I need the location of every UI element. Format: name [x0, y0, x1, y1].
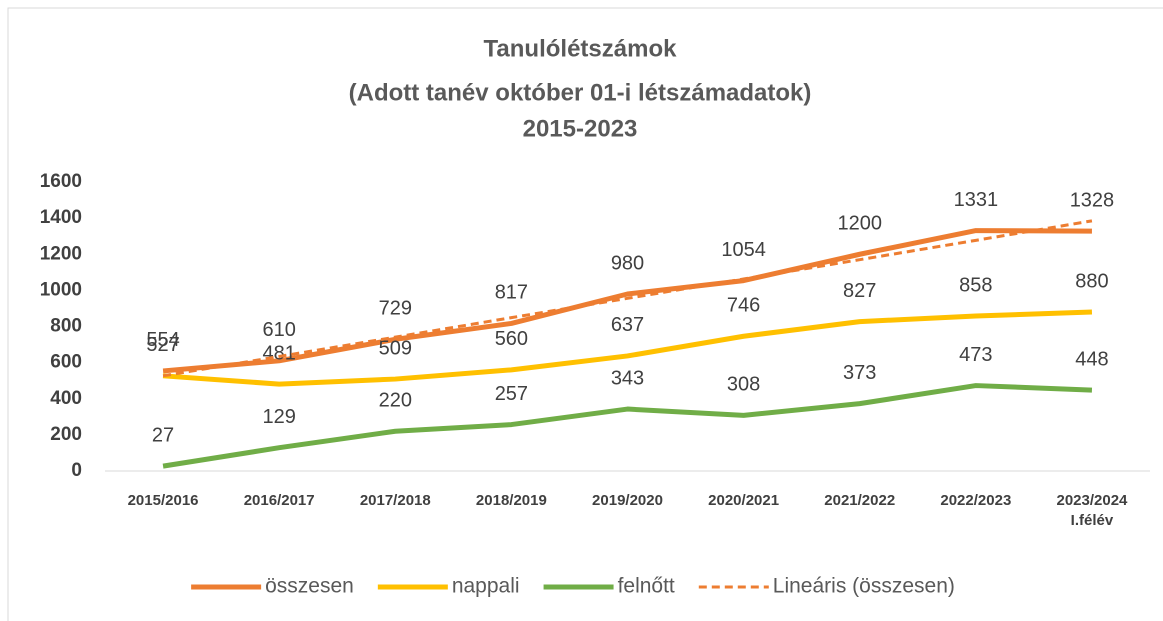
data-label: 817 — [495, 282, 528, 304]
legend-label: összesen — [265, 575, 354, 598]
legend-label: felnőtt — [618, 575, 675, 598]
x-tick-label: 2016/2017 — [243, 492, 315, 509]
data-label: 980 — [611, 252, 644, 274]
data-label: 880 — [1075, 270, 1108, 292]
data-label: 481 — [262, 342, 295, 364]
y-tick-label: 400 — [50, 388, 82, 409]
x-tick-label: 2022/2023 — [940, 492, 1012, 509]
x-tick-label: 2019/2020 — [592, 492, 663, 509]
x-tick-label: 2020/2021 — [708, 492, 780, 509]
y-tick-label: 200 — [50, 424, 82, 445]
data-label: 1200 — [837, 213, 882, 235]
chart-title: Tanulólétszámok — [484, 35, 678, 62]
data-label: 473 — [959, 344, 992, 366]
data-label: 1331 — [954, 189, 999, 211]
data-label: 637 — [611, 314, 644, 336]
data-label: 129 — [262, 406, 295, 428]
y-tick-label: 1600 — [40, 171, 82, 192]
chart-subtitle: (Adott tanév október 01-i létszámadatok) — [349, 79, 812, 106]
y-tick-label: 1000 — [40, 279, 82, 300]
data-label: 858 — [959, 274, 992, 296]
series-line — [162, 383, 1093, 469]
data-label: 27 — [152, 424, 174, 446]
y-tick-label: 1200 — [40, 243, 82, 264]
data-label: 746 — [727, 295, 760, 317]
data-label: 257 — [495, 383, 528, 405]
data-label: 554 — [146, 329, 179, 351]
data-label: 729 — [379, 298, 412, 320]
data-label: 220 — [379, 390, 412, 412]
chart-period: 2015-2023 — [523, 115, 638, 142]
data-label: 308 — [727, 374, 760, 396]
trend-line — [162, 219, 1093, 378]
data-label: 448 — [1075, 348, 1108, 370]
x-tick-label: 2015/2016 — [127, 492, 199, 509]
series-line — [162, 228, 1092, 374]
legend-label: Lineáris (összesen) — [773, 575, 955, 598]
x-tick-label: 2023/2024 I.félév — [1056, 492, 1128, 529]
data-label: 1328 — [1070, 189, 1115, 211]
y-tick-label: 1400 — [40, 207, 82, 228]
x-tick-label: 2018/2019 — [475, 492, 547, 509]
data-label: 827 — [843, 280, 876, 302]
data-label: 343 — [611, 367, 644, 389]
data-label: 509 — [379, 337, 412, 359]
data-label: 373 — [843, 362, 876, 384]
y-tick-label: 600 — [50, 352, 82, 373]
y-tick-label: 0 — [71, 460, 82, 481]
data-label: 527 — [146, 334, 179, 356]
x-tick-label: 2021/2022 — [824, 492, 896, 509]
data-label: 1054 — [721, 239, 766, 261]
data-label: 610 — [262, 319, 295, 341]
x-tick-label: 2017/2018 — [359, 492, 431, 509]
series-line — [162, 309, 1093, 387]
y-tick-label: 800 — [50, 316, 82, 337]
legend-label: nappali — [452, 575, 520, 598]
data-label: 560 — [495, 328, 528, 350]
